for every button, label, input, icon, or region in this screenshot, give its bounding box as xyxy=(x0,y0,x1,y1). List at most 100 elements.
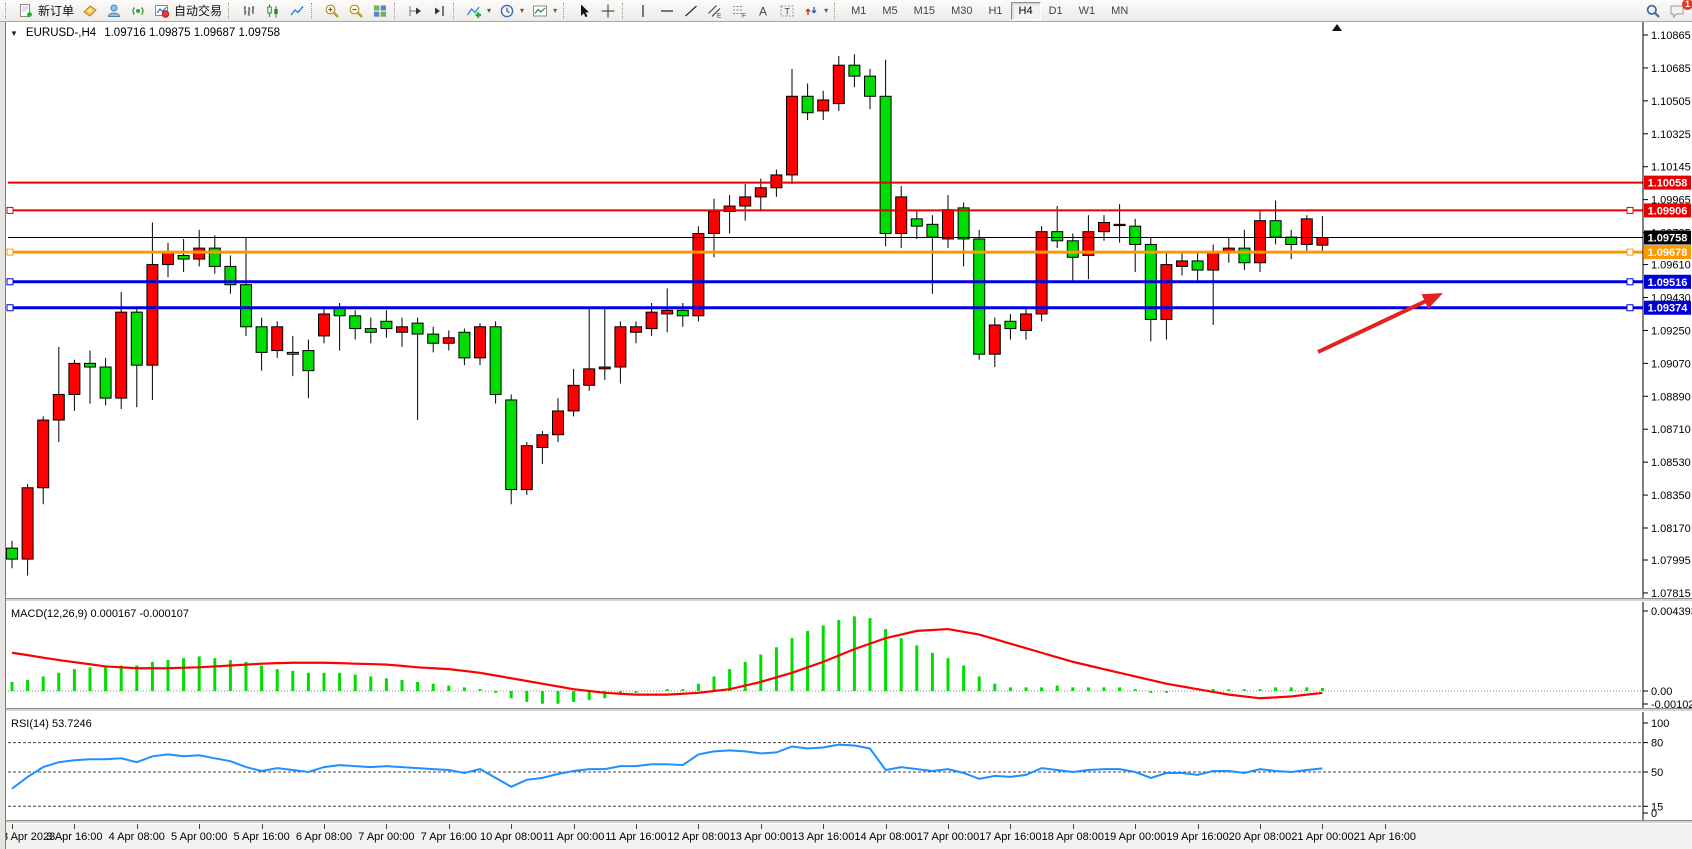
pane-separator[interactable] xyxy=(0,708,1692,712)
chart-shift-button[interactable] xyxy=(427,1,451,21)
line-chart-icon xyxy=(290,5,304,15)
indicators-button[interactable]: ▾ xyxy=(462,1,495,21)
time-axis-label: 4 Apr 08:00 xyxy=(108,831,165,843)
timeframe-d1[interactable]: D1 xyxy=(1041,2,1071,20)
candle-body xyxy=(1098,222,1110,233)
horizontal-line-tool-button[interactable] xyxy=(655,1,679,21)
pane-separator[interactable] xyxy=(0,598,1692,602)
time-axis[interactable]: 3 Apr 2023 3 Apr 16:00 4 Apr 08:00 5 Apr 00… xyxy=(0,824,1692,849)
price-axis-label: 1.10685 xyxy=(1651,63,1691,75)
candle-body xyxy=(224,265,237,286)
search-button[interactable] xyxy=(1641,1,1665,21)
autotrading-icon xyxy=(155,4,170,18)
candle-body xyxy=(1051,231,1064,242)
candle-body xyxy=(1238,247,1251,264)
dropdown-caret-icon: ▾ xyxy=(520,6,525,15)
rsi-axis-label: 50 xyxy=(1651,767,1663,779)
price-axis-label: 1.10865 xyxy=(1651,30,1691,42)
line-handle[interactable] xyxy=(1626,304,1634,312)
new-order-label: 新订单 xyxy=(38,4,75,18)
candle-body xyxy=(115,311,128,399)
rsi-pane[interactable]: 100 80 50 150 xyxy=(0,712,1692,820)
candle-body xyxy=(770,174,783,189)
text-tool-button[interactable]: A xyxy=(751,1,775,21)
trendline-tool-button[interactable] xyxy=(679,1,703,21)
time-tick xyxy=(636,824,637,829)
candlestick-chart-icon xyxy=(267,4,278,17)
chart-title-row: ▼ EURUSD-,H4 1.09716 1.09875 1.09687 1.0… xyxy=(10,27,280,39)
candlestick-chart-button[interactable] xyxy=(261,1,285,21)
auto-scroll-button[interactable] xyxy=(403,1,427,21)
deposit-button[interactable] xyxy=(78,1,102,21)
candle-body xyxy=(1004,320,1017,330)
macd-axis-label: 0.00 xyxy=(1651,686,1672,698)
candle-body xyxy=(645,311,658,330)
new-order-button[interactable]: 新订单 xyxy=(14,1,78,21)
timeframe-m1[interactable]: M1 xyxy=(843,2,874,20)
time-tick xyxy=(1135,824,1137,829)
tile-windows-button[interactable] xyxy=(368,1,392,21)
time-axis-label: 7 Apr 00:00 xyxy=(358,831,415,843)
signals-button[interactable] xyxy=(126,1,150,21)
line-handle[interactable] xyxy=(1626,278,1634,286)
vertical-line-tool-button[interactable] xyxy=(631,1,655,21)
zoom-in-button[interactable] xyxy=(320,1,344,21)
line-handle[interactable] xyxy=(6,304,14,312)
window-left-edge xyxy=(0,22,6,849)
line-handle[interactable] xyxy=(6,278,14,286)
line-handle[interactable] xyxy=(6,248,14,256)
time-tick xyxy=(74,824,76,829)
arrows-tool-button[interactable]: ▾ xyxy=(799,1,832,21)
periods-button[interactable]: ▾ xyxy=(495,1,528,21)
price-chart-pane[interactable]: 1.10865 1.10685 1.10505 1.10325 1.10145 1.099… xyxy=(0,22,1692,598)
zoom-out-button[interactable] xyxy=(344,1,368,21)
candle-body xyxy=(489,326,502,395)
timeframe-h1[interactable]: H1 xyxy=(980,2,1010,20)
timeframe-mn[interactable]: MN xyxy=(1103,2,1136,20)
candle-body xyxy=(754,187,767,198)
time-axis-label: 5 Apr 16:00 xyxy=(233,831,290,843)
line-handle[interactable] xyxy=(6,206,14,214)
trend-arrowhead-icon xyxy=(1421,293,1443,309)
bar-chart-button[interactable] xyxy=(237,1,261,21)
candle-body xyxy=(1285,236,1298,245)
timeframe-w1[interactable]: W1 xyxy=(1071,2,1104,20)
templates-button[interactable]: ▾ xyxy=(528,1,561,21)
time-axis-label: 18 Apr 08:00 xyxy=(1041,831,1104,843)
chart-end-marker-icon xyxy=(1332,24,1342,31)
autotrading-button[interactable]: 自动交易 xyxy=(150,1,226,21)
trend-arrow[interactable] xyxy=(1317,293,1443,354)
price-tag xyxy=(1644,203,1691,218)
candle-body xyxy=(177,254,190,260)
timeframe-m15[interactable]: M15 xyxy=(906,2,943,20)
line-chart-button[interactable] xyxy=(285,1,309,21)
community-button[interactable] xyxy=(102,1,126,21)
candle-body xyxy=(208,247,221,267)
timeframe-m30[interactable]: M30 xyxy=(943,2,980,20)
candle-body xyxy=(302,350,315,372)
channel-tool-button[interactable]: E xyxy=(703,1,727,21)
dropdown-caret-icon: ▾ xyxy=(553,6,558,15)
time-tick xyxy=(948,824,949,829)
notifications-button[interactable]: 1 xyxy=(1665,0,1692,21)
line-handle[interactable] xyxy=(1626,206,1634,214)
time-axis-label: 14 Apr 08:00 xyxy=(854,831,917,843)
candle-body xyxy=(364,328,377,333)
one-click-expand-icon[interactable]: ▼ xyxy=(10,28,18,38)
crosshair-button[interactable] xyxy=(596,1,620,21)
cursor-button[interactable] xyxy=(572,1,596,21)
fibonacci-tool-button[interactable]: F xyxy=(727,1,751,21)
candles-layer xyxy=(6,54,1329,576)
line-handle[interactable] xyxy=(1626,248,1634,256)
timeframe-m5[interactable]: M5 xyxy=(874,2,905,20)
time-tick xyxy=(199,824,201,829)
timeframe-h4[interactable]: H4 xyxy=(1010,1,1041,20)
candle-body xyxy=(1113,223,1126,227)
price-axis: 1.10865 1.10685 1.10505 1.10325 1.10145 1.099… xyxy=(1643,30,1691,598)
candle-body xyxy=(146,264,159,366)
label-tool-button[interactable]: T xyxy=(775,1,799,21)
candle-body xyxy=(1207,251,1220,271)
time-tick xyxy=(511,824,513,829)
time-tick xyxy=(1384,824,1386,829)
